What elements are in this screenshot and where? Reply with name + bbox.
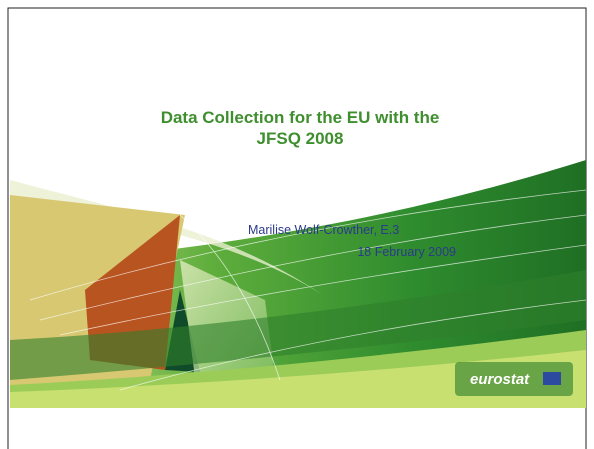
logo-text: eurostat xyxy=(470,371,530,388)
title-line: Data Collection for the EU with the xyxy=(161,108,440,127)
date: 18 February 2009 xyxy=(357,245,456,259)
author: Marilise Wolf-Crowther, E.3 xyxy=(248,223,399,237)
decoration xyxy=(10,160,586,408)
title-line: JFSQ 2008 xyxy=(257,129,344,148)
